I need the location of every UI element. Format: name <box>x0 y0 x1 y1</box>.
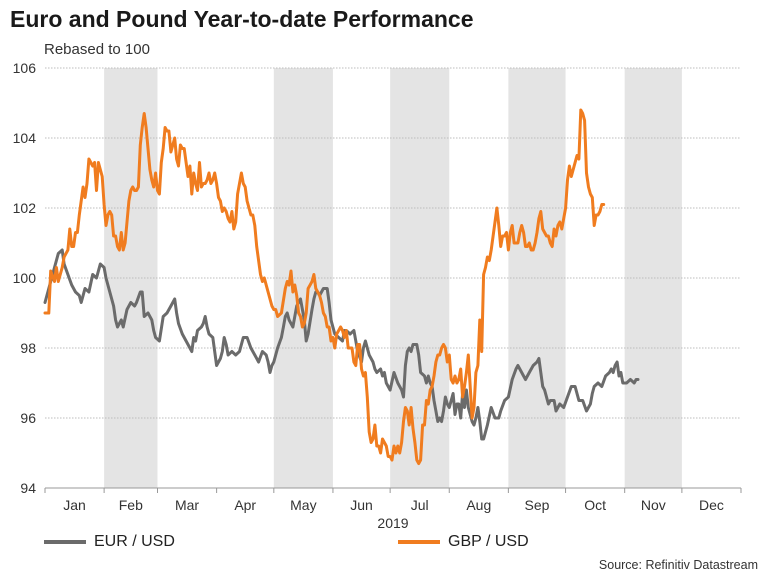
legend-swatch-eur-usd <box>44 540 86 544</box>
x-tick-label-feb: Feb <box>119 497 143 513</box>
y-tick-label: 94 <box>20 480 36 496</box>
y-tick-label: 96 <box>20 410 36 426</box>
x-tick-label-nov: Nov <box>641 497 666 513</box>
x-tick-label-mar: Mar <box>175 497 199 513</box>
source-note: Source: Refinitiv Datastream <box>598 558 758 572</box>
x-tick-label-jul: Jul <box>411 497 429 513</box>
x-tick-label-may: May <box>290 497 316 513</box>
y-tick-label: 98 <box>20 340 36 356</box>
x-tick-label-apr: Apr <box>234 497 256 513</box>
legend-item-gbp-usd: GBP / USD <box>398 533 529 551</box>
y-tick-label: 104 <box>13 130 37 146</box>
series-line-eur-usd <box>43 248 640 441</box>
x-axis-label: 2019 <box>377 515 408 531</box>
legend-label-eur-usd: EUR / USD <box>94 533 175 550</box>
y-tick-label: 102 <box>13 200 37 216</box>
y-tick-label: 100 <box>13 270 37 286</box>
chart-title: Euro and Pound Year-to-date Performance <box>10 6 474 32</box>
series-line-gbp-usd <box>43 108 606 465</box>
x-tick-label-oct: Oct <box>584 497 606 513</box>
shaded-month-feb <box>104 68 158 488</box>
chart-subtitle: Rebased to 100 <box>44 41 150 58</box>
legend-swatch-gbp-usd <box>398 540 440 544</box>
legend-item-eur-usd: EUR / USD <box>44 533 175 551</box>
y-tick-label: 106 <box>13 60 37 76</box>
x-tick-label-dec: Dec <box>699 497 724 513</box>
legend-label-gbp-usd: GBP / USD <box>448 533 529 550</box>
x-tick-label-aug: Aug <box>466 497 491 513</box>
x-tick-label-sep: Sep <box>525 497 550 513</box>
x-tick-label-jun: Jun <box>350 497 373 513</box>
x-tick-label-jan: Jan <box>63 497 86 513</box>
